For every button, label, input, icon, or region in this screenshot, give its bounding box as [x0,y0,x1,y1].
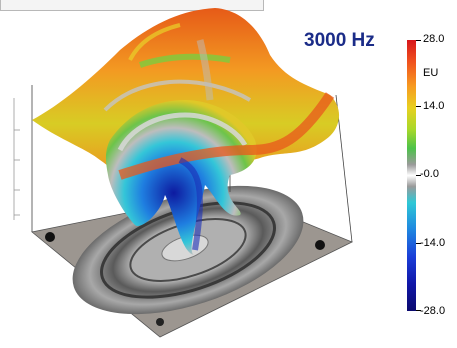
colorbar-tick [416,40,421,41]
colorbar-tick [416,106,421,107]
colorbar-tick-label: 28.0 [423,33,445,45]
colorbar [407,40,416,311]
frequency-label: 3000 Hz [304,30,375,51]
colorbar-tick [416,310,421,311]
colorbar-unit-label: EU [423,67,439,79]
colorbar-tick-label: -28.0 [420,305,446,317]
surface-mesh [32,8,340,255]
colorbar-tick-label: 14.0 [423,100,445,112]
colorbar-tick-label: -14.0 [420,237,446,249]
colorbar-tick-label: -0.0 [420,168,439,180]
colorbar-tick [416,243,421,244]
3d-surface-plot [13,8,353,338]
colorbar-tick [416,175,421,176]
window-tab-strip [0,0,264,11]
surface-plot-svg [13,8,353,338]
